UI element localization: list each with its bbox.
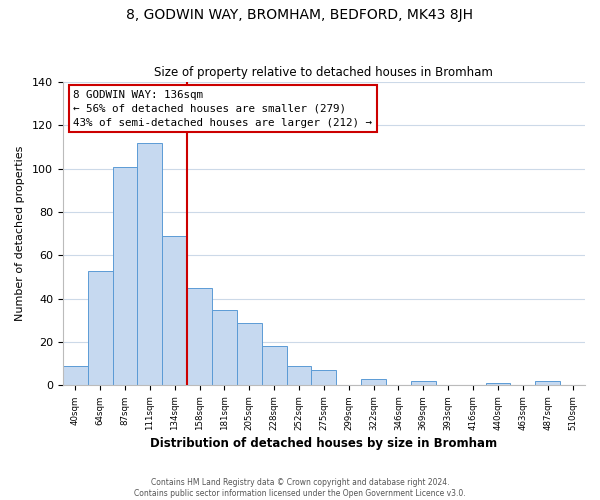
Bar — [88, 270, 113, 386]
Bar — [212, 310, 237, 386]
Text: 8, GODWIN WAY, BROMHAM, BEDFORD, MK43 8JH: 8, GODWIN WAY, BROMHAM, BEDFORD, MK43 8J… — [127, 8, 473, 22]
Bar — [187, 288, 212, 386]
Bar — [63, 366, 88, 386]
Y-axis label: Number of detached properties: Number of detached properties — [15, 146, 25, 322]
Bar — [485, 384, 511, 386]
Bar — [137, 142, 162, 386]
Text: 8 GODWIN WAY: 136sqm
← 56% of detached houses are smaller (279)
43% of semi-deta: 8 GODWIN WAY: 136sqm ← 56% of detached h… — [73, 90, 372, 128]
Bar — [113, 166, 137, 386]
Bar — [535, 381, 560, 386]
Bar — [237, 322, 262, 386]
Bar — [411, 381, 436, 386]
Bar — [311, 370, 337, 386]
Text: Contains HM Land Registry data © Crown copyright and database right 2024.
Contai: Contains HM Land Registry data © Crown c… — [134, 478, 466, 498]
Bar — [361, 379, 386, 386]
Bar — [262, 346, 287, 386]
Bar — [162, 236, 187, 386]
Title: Size of property relative to detached houses in Bromham: Size of property relative to detached ho… — [154, 66, 493, 80]
Bar — [287, 366, 311, 386]
X-axis label: Distribution of detached houses by size in Bromham: Distribution of detached houses by size … — [151, 437, 497, 450]
